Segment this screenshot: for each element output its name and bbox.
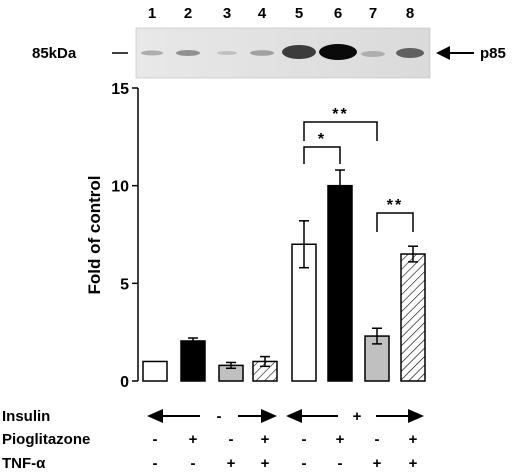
significance-label: * xyxy=(318,131,326,148)
pioglitazone-sign-1: - xyxy=(153,431,158,448)
y-tick-label: 0 xyxy=(120,374,129,391)
tnf-sign-6: - xyxy=(338,455,343,472)
tnf-sign-7: + xyxy=(373,455,382,472)
bar-1 xyxy=(142,360,168,382)
blot-bands xyxy=(141,44,424,60)
bar-6 xyxy=(327,184,353,382)
pioglitazone-sign-3: - xyxy=(229,431,234,448)
pioglitazone-sign-4: + xyxy=(261,431,270,448)
insulin-plus-arrow xyxy=(286,409,424,423)
tnf-sign-1: - xyxy=(153,455,158,472)
pioglitazone-sign-2: + xyxy=(189,431,198,448)
band-arrow xyxy=(436,46,474,60)
error-bars xyxy=(188,169,418,370)
band-lane-2 xyxy=(176,50,200,56)
error-bar-5 xyxy=(299,220,309,269)
lane-number-3: 3 xyxy=(223,5,231,22)
lane-number-4: 4 xyxy=(258,5,267,22)
western-blot: 1 2 3 4 5 6 7 8 85kDa p85 xyxy=(32,5,506,79)
tnf-sign-8: + xyxy=(409,455,418,472)
y-tick-label: 5 xyxy=(120,276,129,293)
lane-number-6: 6 xyxy=(334,5,342,22)
pioglitazone-sign-8: + xyxy=(409,431,418,448)
error-bar-2 xyxy=(188,337,198,345)
band-lane-7 xyxy=(361,51,385,57)
band-lane-6 xyxy=(319,44,357,60)
condition-label-insulin: Insulin xyxy=(2,408,50,425)
lane-number-5: 5 xyxy=(295,5,303,22)
y-ticks: 0 5 10 15 xyxy=(111,81,138,391)
treatment-conditions: Insulin Pioglitazone TNF-α - + - + - + -… xyxy=(2,408,424,472)
tnf-sign-3: + xyxy=(227,455,236,472)
tnf-sign-4: + xyxy=(261,455,270,472)
significance-bracket-1: * xyxy=(303,131,341,164)
insulin-plus-sign: + xyxy=(353,408,362,425)
lane-number-7: 7 xyxy=(369,5,377,22)
pioglitazone-signs: - + - + - + - + xyxy=(153,431,418,448)
significance-brackets: ***** xyxy=(303,106,414,232)
significance-label: ** xyxy=(387,197,403,214)
bars xyxy=(142,184,426,382)
condition-label-pioglitazone: Pioglitazone xyxy=(2,431,90,448)
error-bar-7 xyxy=(372,327,382,345)
marker-label: 85kDa xyxy=(32,45,77,62)
y-tick-label: 10 xyxy=(111,179,129,196)
tnf-signs: - - + + - - + + xyxy=(153,455,418,472)
lane-numbers: 1 2 3 4 5 6 7 8 xyxy=(148,5,414,22)
bar-5 xyxy=(291,243,317,382)
insulin-minus-sign: - xyxy=(217,408,222,425)
band-lane-8 xyxy=(396,48,424,58)
band-label: p85 xyxy=(480,45,506,62)
error-bar-6 xyxy=(335,169,345,203)
band-lane-3 xyxy=(217,51,237,55)
band-lane-1 xyxy=(141,50,163,56)
lane-number-8: 8 xyxy=(406,5,414,22)
lane-number-2: 2 xyxy=(184,5,192,22)
lane-number-1: 1 xyxy=(148,5,156,22)
band-lane-4 xyxy=(250,50,274,56)
error-bar-3 xyxy=(226,361,236,370)
significance-label: ** xyxy=(332,106,348,123)
significance-bracket-3: ** xyxy=(376,197,414,232)
error-bar-8 xyxy=(408,245,418,263)
significance-bracket-2: ** xyxy=(303,106,378,141)
pioglitazone-sign-5: - xyxy=(302,431,307,448)
pioglitazone-sign-7: - xyxy=(375,431,380,448)
tnf-sign-5: - xyxy=(302,455,307,472)
insulin-minus-arrow xyxy=(147,409,277,423)
pioglitazone-sign-6: + xyxy=(336,431,345,448)
y-axis-label: Fold of control xyxy=(85,176,104,295)
bar-2 xyxy=(180,340,206,382)
y-tick-label: 15 xyxy=(111,81,129,98)
band-lane-5 xyxy=(282,45,316,59)
condition-label-tnf: TNF-α xyxy=(2,455,46,472)
tnf-sign-2: - xyxy=(191,455,196,472)
bar-8 xyxy=(400,253,426,382)
error-bar-4 xyxy=(260,355,270,368)
